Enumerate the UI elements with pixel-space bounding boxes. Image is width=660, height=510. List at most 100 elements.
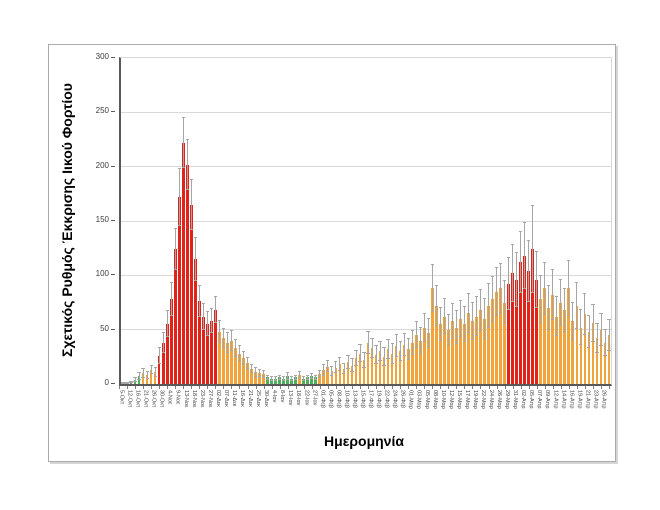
x-tick-mark: [191, 386, 193, 389]
error-bar-line: [231, 330, 232, 351]
error-bar-line: [532, 205, 534, 293]
error-bar-line: [134, 377, 136, 382]
bar: [434, 305, 438, 384]
error-bar-line: [451, 303, 453, 339]
x-tick-label: 05-Μαρ: [423, 390, 430, 409]
error-bar-cap: [494, 266, 499, 268]
error-bar-cap: [282, 375, 286, 377]
error-bar-cap: [197, 315, 201, 317]
x-tick-label: 05-Φεβ: [327, 390, 334, 408]
x-tick-mark: [480, 386, 482, 389]
error-bar-cap: [587, 347, 591, 349]
error-bar-cap: [587, 314, 591, 316]
plot-area: [119, 57, 612, 386]
error-bar-cap: [342, 362, 346, 364]
error-bar-cap: [153, 375, 157, 377]
error-bar-cap: [386, 358, 390, 360]
bar: [583, 314, 587, 384]
x-tick-mark: [488, 386, 490, 389]
error-bar-cap: [189, 178, 193, 180]
bar: [250, 368, 253, 384]
bar: [169, 299, 173, 384]
error-bar-line: [182, 117, 184, 168]
error-bar-cap: [302, 379, 306, 381]
error-bar-cap: [575, 327, 579, 329]
error-bar-line: [387, 339, 389, 360]
bar: [290, 378, 294, 384]
error-bar-line: [540, 275, 542, 324]
x-tick-mark: [167, 386, 169, 389]
x-tick-mark: [215, 386, 217, 389]
error-bar-cap: [209, 308, 213, 310]
error-bar-cap: [370, 337, 374, 339]
x-tick-mark: [400, 386, 402, 389]
bar: [559, 302, 563, 384]
bar: [567, 288, 571, 384]
y-tick-mark: [111, 111, 115, 113]
error-bar-line: [174, 228, 176, 270]
x-tick-mark: [408, 386, 410, 389]
error-bar-cap: [462, 340, 466, 342]
error-bar-cap: [591, 340, 595, 342]
error-bar-line: [536, 251, 538, 308]
bar: [318, 374, 322, 384]
error-bar-cap: [406, 337, 410, 339]
error-bar-cap: [354, 349, 358, 351]
error-bar-cap: [406, 359, 410, 361]
bar: [495, 291, 498, 384]
error-bar-cap: [145, 377, 149, 379]
error-bar-cap: [129, 382, 133, 384]
error-bar-cap: [378, 340, 382, 342]
error-bar-cap: [510, 300, 515, 302]
bar: [455, 327, 458, 384]
error-bar-line: [331, 366, 333, 376]
x-tick-label: 11-Δεκ: [230, 390, 237, 407]
x-tick-label: 08-Φεβ: [335, 390, 342, 408]
error-bar-cap: [430, 263, 434, 265]
x-tick-mark: [448, 386, 450, 389]
error-bar-cap: [161, 351, 165, 353]
error-bar-line: [142, 368, 144, 378]
error-bar-cap: [466, 293, 470, 294]
error-bar-cap: [165, 336, 169, 338]
x-tick-mark: [159, 386, 161, 389]
bar: [467, 313, 470, 384]
error-bar-cap: [474, 335, 479, 337]
gridline: [121, 329, 611, 331]
bar: [515, 279, 518, 384]
error-bar-line: [303, 376, 305, 381]
error-bar-cap: [177, 224, 181, 226]
bar: [266, 377, 269, 384]
error-bar-cap: [330, 365, 334, 367]
bar: [370, 348, 374, 384]
x-tick-mark: [263, 386, 265, 389]
bar: [430, 288, 434, 384]
error-bar-cap: [350, 371, 354, 373]
bar: [157, 355, 161, 384]
error-bar-cap: [237, 360, 242, 362]
error-bar-cap: [213, 296, 217, 298]
error-bar-line: [371, 338, 373, 358]
error-bar-cap: [322, 374, 326, 376]
error-bar-cap: [205, 335, 209, 337]
x-tick-label: 17-Μαρ: [463, 390, 470, 409]
bar: [286, 376, 290, 384]
x-tick-mark: [512, 386, 514, 389]
error-bar-cap: [506, 309, 511, 311]
error-bar-cap: [595, 323, 599, 325]
x-tick-label: 14-Απρ: [560, 390, 567, 409]
error-bar-cap: [274, 379, 278, 381]
error-bar-cap: [426, 318, 430, 319]
x-tick-label: 30-Δεκ: [263, 390, 270, 407]
error-bar-line: [504, 280, 505, 325]
error-bar-line: [480, 289, 481, 331]
error-bar-line: [206, 312, 208, 337]
error-bar-cap: [173, 269, 177, 270]
error-bar-cap: [205, 311, 209, 313]
x-tick-label: 29-Μαρ: [504, 390, 511, 409]
error-bar-cap: [278, 378, 282, 380]
bar: [446, 329, 450, 384]
error-bar-line: [283, 376, 285, 381]
error-bar-cap: [418, 326, 422, 328]
error-bar-cap: [358, 344, 362, 345]
